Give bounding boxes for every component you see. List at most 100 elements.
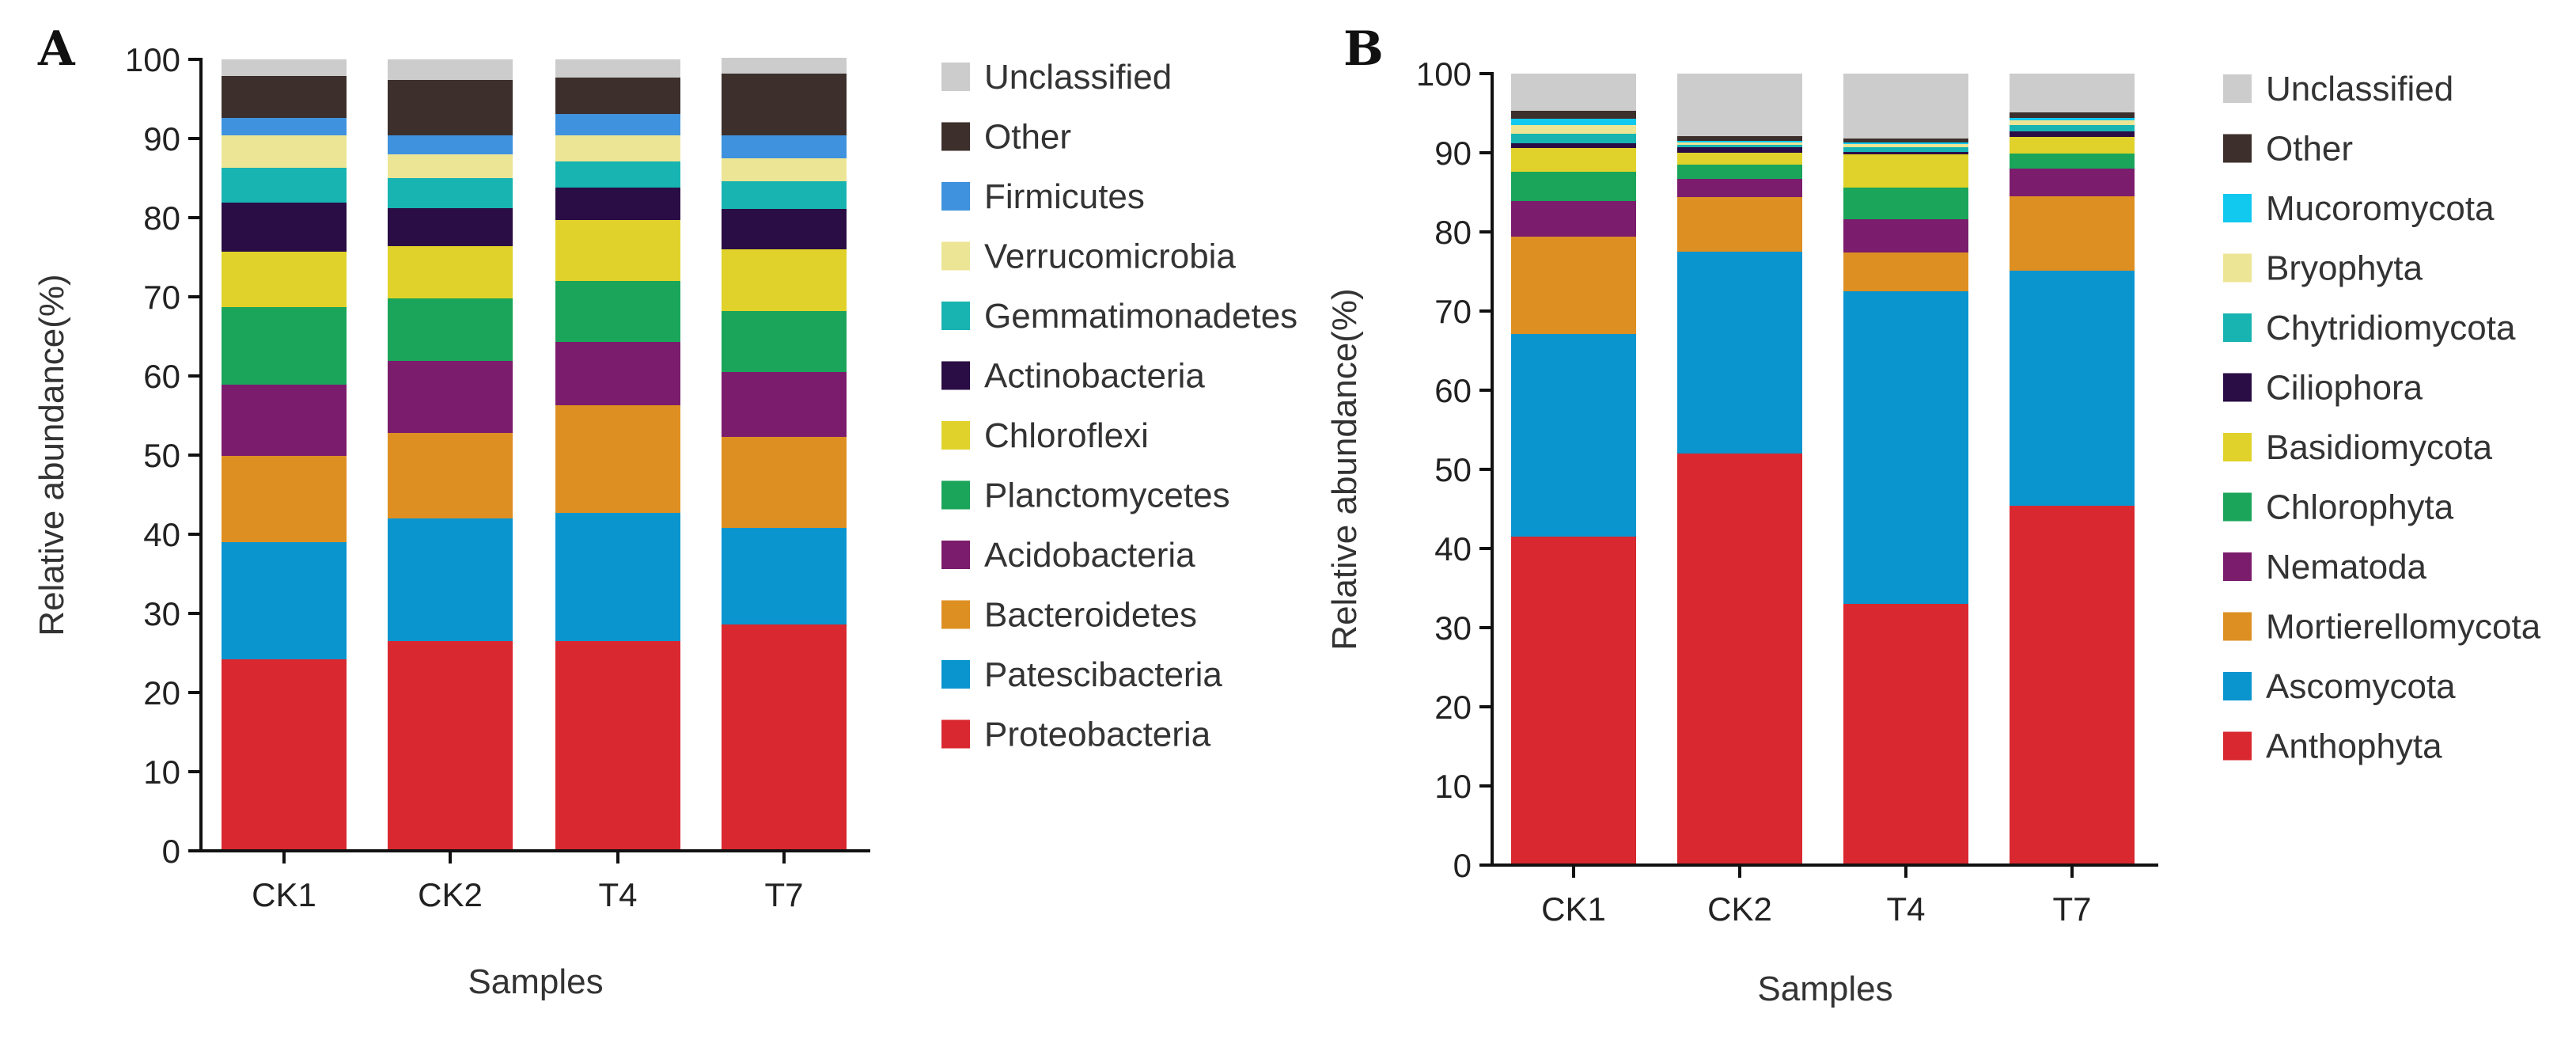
panel-a-y-tick-label: 40 (143, 516, 180, 553)
panel-a-y-axis-title: Relative abundance(%) (32, 274, 71, 636)
panel-a-bar-ck1-planctomycetes (222, 307, 347, 385)
panel-b-bar-ck1-mucoromycota (1511, 119, 1636, 125)
panel-a-bar-t7-firmicutes (722, 135, 847, 158)
panel-b-legend-swatch-mortierellomycota (2223, 612, 2252, 641)
panel-b-legend-swatch-ciliophora (2223, 373, 2252, 402)
panel-a-bar-t4-actinobacteria (555, 188, 680, 220)
panel-b-bar-t7-anthophyta (2010, 506, 2135, 865)
panel-a-legend-swatch-actinobacteria (941, 361, 970, 390)
panel-b-bar-t4-anthophyta (1843, 604, 1968, 865)
panel-b-bar-t4-ciliophora (1843, 152, 1968, 154)
panel-a-y-tick-label: 10 (143, 753, 180, 791)
panel-b-bar-ck2-bryophyta (1677, 142, 1802, 145)
panel-a-bar-ck2-chloroflexi (388, 246, 513, 298)
panel-a-legend-label-bacteroidetes: Bacteroidetes (984, 596, 1197, 635)
panel-a-legend-label-planctomycetes: Planctomycetes (984, 476, 1230, 515)
panel-a-legend-swatch-proteobacteria (941, 719, 970, 749)
panel-a-y-tick-label: 70 (143, 279, 180, 316)
panel-a-bar-t4-verrucomicrobia (555, 135, 680, 161)
panel-b-bar-t4-bryophyta (1843, 144, 1968, 147)
panel-b-legend-swatch-chytridiomycota (2223, 313, 2252, 342)
panel-a-x-tick-label: CK2 (418, 876, 483, 913)
panel-b-y-tick-label: 90 (1434, 135, 1472, 172)
panel-b-y-tick-label: 80 (1434, 214, 1472, 251)
panel-a-bar-t4-gemmatimonadetes (555, 161, 680, 188)
panel-b-bar-t7-ascomycota (2010, 271, 2135, 506)
panel-b-legend-label-other: Other (2266, 130, 2353, 169)
panel-a-bar-ck1-chloroflexi (222, 252, 347, 307)
panel-b-bar-t4-chytridiomycota (1843, 147, 1968, 152)
panel-b-bar-ck2-nematoda (1677, 179, 1802, 197)
panel-b-legend-label-unclassified: Unclassified (2266, 70, 2453, 108)
panel-a-bar-t4-planctomycetes (555, 281, 680, 342)
panel-b-bar-ck1-bryophyta (1511, 125, 1636, 134)
panel-b-bar-t7-chlorophyta (2010, 154, 2135, 169)
panel-b-y-tick-label: 60 (1434, 372, 1472, 409)
panel-a-bar-t4-chloroflexi (555, 220, 680, 281)
panel-a-bar-ck1-unclassified (222, 59, 347, 76)
panel-b-letter: B (1343, 21, 1384, 77)
panel-b-legend-label-ciliophora: Ciliophora (2266, 369, 2423, 408)
panel-b-y-tick-label: 50 (1434, 451, 1472, 488)
panel-a-y-tick-label: 0 (162, 833, 180, 870)
panel-a-bar-t7-gemmatimonadetes (722, 181, 847, 209)
panel-b-y-axis-title: Relative abundance(%) (1325, 288, 1364, 650)
panel-a-bar-ck2-acidobacteria (388, 361, 513, 433)
panel-b-legend-swatch-mucoromycota (2223, 194, 2252, 222)
panel-a-x-axis-title: Samples (468, 962, 603, 1001)
panel-b-legend-label-anthophyta: Anthophyta (2266, 727, 2442, 766)
panel-b-bar-t7-mucoromycota (2010, 118, 2135, 120)
panel-b-bar-ck2-ascomycota (1677, 252, 1802, 454)
panel-a-bar-t4-acidobacteria (555, 342, 680, 405)
panel-a-bar-t7-patescibacteria (722, 528, 847, 624)
panel-b-bar-ck2-chytridiomycota (1677, 145, 1802, 147)
panel-b-bar-t7-mortierellomycota (2010, 196, 2135, 271)
panel-a-legend-label-unclassified: Unclassified (984, 58, 1172, 97)
panel-b-y-tick-label: 30 (1434, 609, 1472, 647)
panel-b-bar-ck2-unclassified (1677, 74, 1802, 136)
panel-a-letter: A (37, 21, 76, 77)
panel-b-legend-label-chlorophyta: Chlorophyta (2266, 488, 2454, 527)
panel-a-bar-ck1-verrucomicrobia (222, 135, 347, 168)
panel-a-bar-ck1-patescibacteria (222, 542, 347, 659)
panel-a-bar-ck1-actinobacteria (222, 203, 347, 252)
panel-b-legend-label-bryophyta: Bryophyta (2266, 249, 2423, 288)
panel-a-chart: A 0 10 20 30 40 50 60 70 80 90 100 CK1 CK2 T4 T7 Relati… (32, 21, 1297, 1001)
panel-a-legend-label-chloroflexi: Chloroflexi (984, 416, 1149, 455)
panel-b-y-tick-label: 40 (1434, 530, 1472, 567)
panel-b-bar-ck1-nematoda (1511, 201, 1636, 237)
panel-b-bar-ck1-ascomycota (1511, 334, 1636, 537)
panel-b-legend-swatch-bryophyta (2223, 253, 2252, 283)
panel-b-x-tick-label: CK2 (1707, 890, 1772, 928)
panel-a-legend-swatch-unclassified (941, 63, 970, 91)
panel-a-bar-ck2-other (388, 80, 513, 135)
panel-b-legend-label-mucoromycota: Mucoromycota (2266, 189, 2495, 228)
panel-b-legend-swatch-chlorophyta (2223, 492, 2252, 522)
panel-a-legend-label-firmicutes: Firmicutes (984, 177, 1145, 216)
panel-b-bar-t4-ascomycota (1843, 291, 1968, 604)
panel-a-y-tick-label: 50 (143, 437, 180, 474)
panel-b-bar-t7-bryophyta (2010, 120, 2135, 125)
panel-b-legend-swatch-anthophyta (2223, 731, 2252, 761)
panel-a-bar-ck1-proteobacteria (222, 659, 347, 851)
panel-b-legend-label-ascomycota: Ascomycota (2266, 667, 2456, 706)
panel-b-x-tick-label: CK1 (1541, 890, 1606, 928)
panel-a-bar-t4-other (555, 78, 680, 114)
panel-b-bar-ck2-ciliophora (1677, 147, 1802, 153)
panel-a-legend-label-other: Other (984, 118, 1071, 157)
panel-a-bar-t7-actinobacteria (722, 209, 847, 249)
panel-b-bar-t7-ciliophora (2010, 131, 2135, 137)
panel-b-x-tick-label: T4 (1886, 890, 1925, 928)
panel-b-bar-ck1-mortierellomycota (1511, 237, 1636, 334)
panel-a-bar-ck2-proteobacteria (388, 641, 513, 851)
panel-a-x-tick-label: CK1 (252, 876, 316, 913)
panel-a-legend-label-proteobacteria: Proteobacteria (984, 715, 1211, 754)
panel-b-bar-ck1-anthophyta (1511, 537, 1636, 865)
panel-a-bar-ck2-firmicutes (388, 135, 513, 154)
panel-b-y-tick-label: 70 (1434, 293, 1472, 330)
panel-a-legend-label-gemmatimonadetes: Gemmatimonadetes (984, 297, 1297, 336)
panel-a-y-tick-label: 80 (143, 199, 180, 237)
panel-b-bar-t4-basidiomycota (1843, 154, 1968, 188)
panel-b-bar-ck1-chlorophyta (1511, 172, 1636, 201)
panel-b-bar-t4-nematoda (1843, 219, 1968, 252)
